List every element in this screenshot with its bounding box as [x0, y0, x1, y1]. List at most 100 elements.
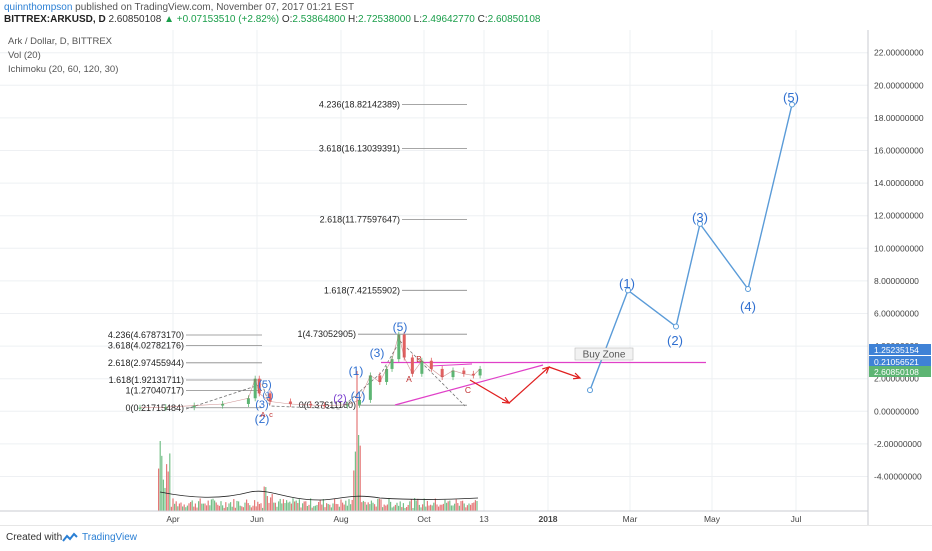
symbol-label: BITTREX:ARKUSD, D [4, 14, 106, 25]
volume-bar [252, 505, 254, 511]
projection-wave-node [625, 287, 631, 294]
volume-bar [247, 503, 249, 511]
candle-body [246, 398, 250, 404]
volume-bar [196, 507, 198, 511]
candle-body [368, 375, 372, 400]
chart-svg[interactable]: 4.236(4.67873170)3.618(4.02782176) 2.618(… [0, 30, 932, 525]
candle-body [397, 334, 401, 360]
red-arrow-line [508, 366, 550, 404]
footer: Created with TradingView [0, 525, 932, 551]
volume-bar [255, 506, 257, 511]
wave-label: (5) [258, 379, 271, 391]
fib-label: 0(0.37611160) [299, 400, 356, 410]
y-tick-label: 12.00000000 [874, 211, 924, 221]
projection-wave-node [789, 101, 795, 108]
projection-wave-node [673, 323, 679, 330]
volume-bar [474, 500, 476, 511]
volume-bar [268, 502, 270, 511]
volume-bar [274, 502, 276, 511]
wave-label-A: A [260, 410, 265, 419]
volume-bar [398, 505, 400, 511]
projection-wave-label: (3) [692, 210, 708, 225]
volume-bar [162, 479, 164, 511]
candle-body [378, 375, 382, 382]
volume-bar [358, 434, 360, 511]
volume-bar [231, 506, 233, 511]
volume-bar [350, 504, 352, 511]
chart-area[interactable]: 4.236(4.67873170) 3.618(4.02782176) 2.618(… [0, 30, 932, 525]
volume-bar [334, 498, 336, 511]
candle-body [410, 357, 414, 374]
volume-bar [207, 500, 209, 511]
y-tick-label: 20.00000000 [874, 80, 924, 90]
x-tick-label: Apr [166, 514, 179, 524]
candle-body [429, 360, 433, 369]
y-tick-label: 22.00000000 [874, 48, 924, 58]
red-arrow-line [548, 366, 581, 379]
x-tick-label: 13 [479, 514, 489, 524]
legend-title: Ark / Dollar, D, BITTREX [8, 36, 112, 47]
price-candles [138, 331, 482, 411]
volume-bar [442, 503, 444, 511]
volume-bar [194, 503, 196, 511]
volume-bar [465, 507, 467, 511]
volume-bar [457, 503, 459, 511]
volume-bar [402, 503, 404, 511]
x-tick-label: May [704, 514, 721, 524]
volume-bar [164, 487, 166, 511]
volume-bar [348, 499, 350, 511]
volume-bar [250, 507, 252, 511]
x-tick-label: Jul [791, 514, 802, 524]
price-label-tag [869, 366, 931, 377]
volume-bar [418, 504, 420, 511]
volume-bar [454, 503, 456, 511]
fib-label: 2.618(11.77597647) [320, 214, 400, 224]
volume-bars [158, 371, 479, 511]
candle-body [385, 368, 389, 382]
candle-body [402, 334, 406, 358]
author-link[interactable]: quinnthompson [4, 2, 73, 13]
volume-bar [374, 504, 376, 511]
volume-bar [270, 497, 272, 511]
volume-bar [177, 506, 179, 511]
volume-bar [466, 505, 468, 511]
buy-zone-label: Buy Zone [583, 350, 626, 361]
candle-body [257, 378, 261, 394]
publish-info: quinnthompson published on TradingView.c… [4, 2, 354, 13]
volume-bar [473, 502, 475, 511]
volume-bar [223, 507, 225, 511]
volume-bar [169, 453, 171, 511]
y-tick-label: 6.00000000 [874, 309, 919, 319]
candle-body [221, 403, 225, 406]
volume-bar [346, 505, 348, 511]
y-tick-label: 18.00000000 [874, 113, 924, 123]
volume-bar [370, 500, 372, 511]
volume-bar [386, 504, 388, 511]
volume-bar [242, 507, 244, 511]
wave-label: (5) [393, 320, 408, 334]
volume-bar [190, 501, 192, 511]
volume-bar [217, 504, 219, 511]
volume-bar [282, 499, 284, 511]
volume-bar [332, 503, 334, 511]
red-arrowhead-icon [572, 372, 582, 380]
projection-wave-label: (1) [619, 276, 635, 291]
volume-bar [230, 502, 232, 511]
wave-label: (2) [255, 412, 270, 426]
volume-bar [292, 498, 294, 511]
volume-bar [447, 501, 449, 511]
volume-bar [364, 501, 366, 511]
tradingview-logo-icon [62, 532, 78, 542]
candle-body [440, 368, 444, 378]
projection-wave-label: (2) [667, 333, 683, 348]
low-label: L: [413, 14, 423, 25]
volume-bar [212, 498, 214, 511]
volume-bar [468, 503, 470, 511]
fib-levels: 4.236(4.67873170)3.618(4.02782176) 2.618(… [108, 100, 467, 413]
tradingview-link[interactable]: TradingView [82, 532, 138, 543]
volume-bar [441, 504, 443, 511]
projection-wave-node [745, 286, 751, 293]
volume-bar [278, 501, 280, 511]
x-tick-label: Aug [333, 514, 348, 524]
volume-bar [410, 499, 412, 511]
